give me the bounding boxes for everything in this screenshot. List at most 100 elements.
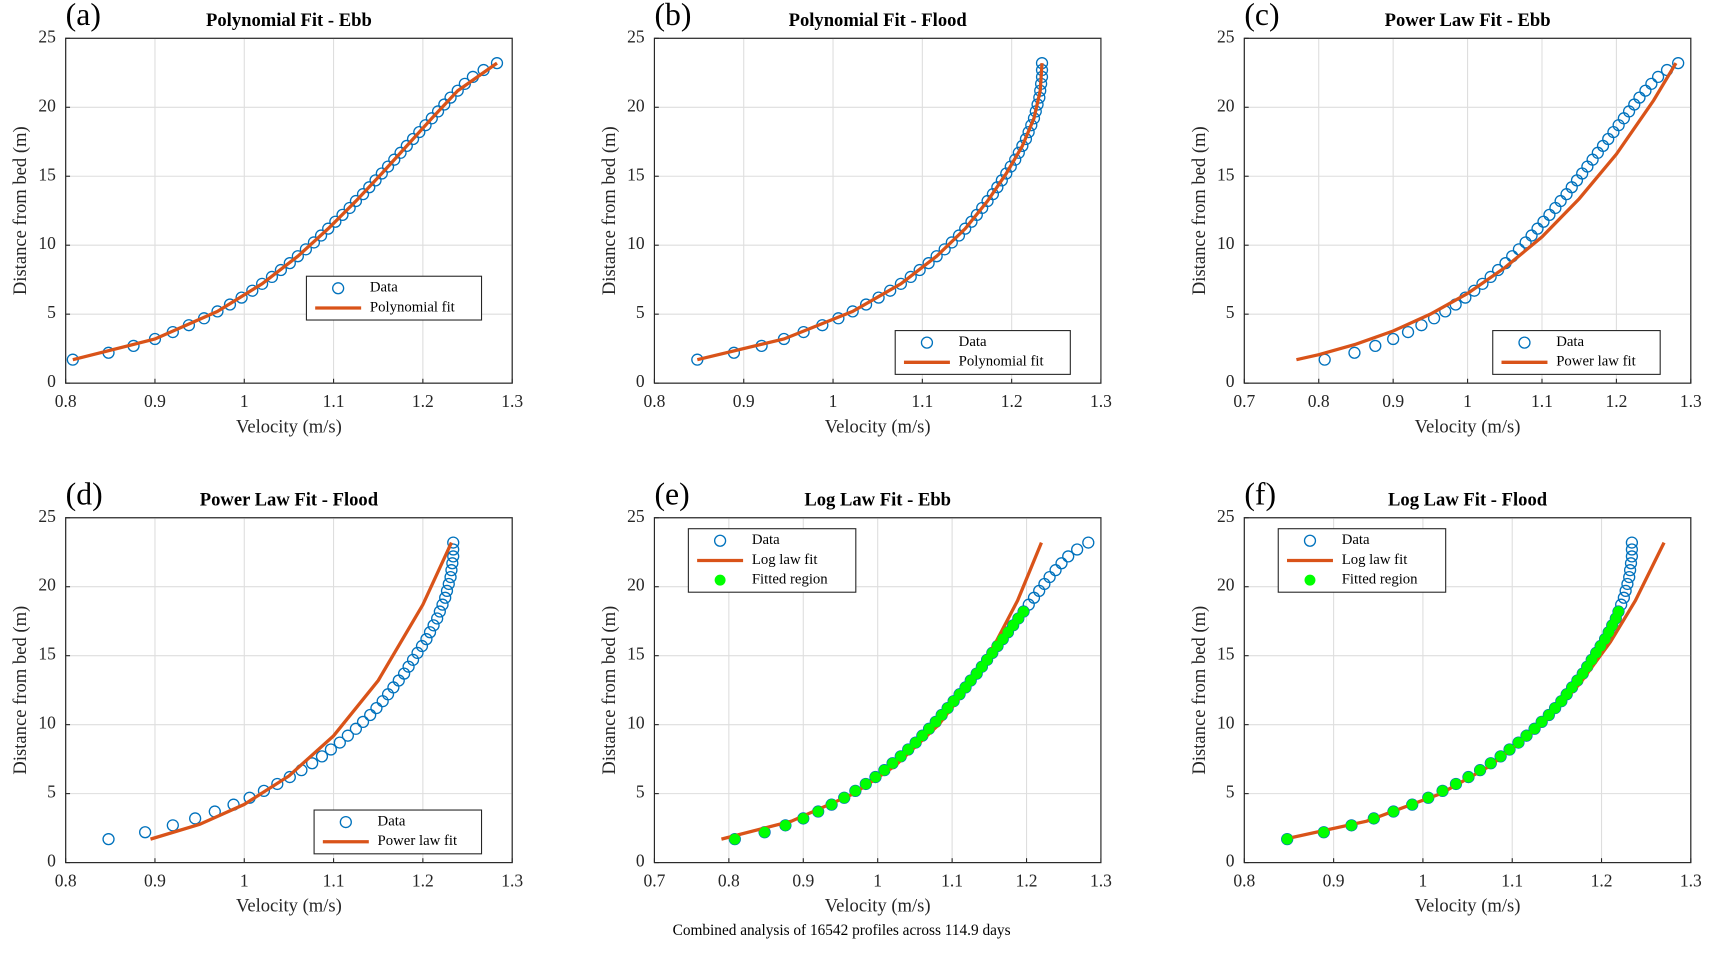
y-tick-label: 10 — [1217, 713, 1235, 733]
axes-box — [1243, 37, 1692, 384]
data-point — [904, 270, 917, 284]
data-point — [397, 667, 411, 680]
data-point — [423, 626, 437, 639]
x-tick-label: 0.8 — [644, 391, 666, 411]
legend-label: Power law fit — [378, 833, 458, 849]
x-axis-label: Velocity (m/s) — [1415, 896, 1521, 917]
chart-title: Polynomial Fit - Flood — [789, 10, 968, 31]
x-tick-label: 1.3 — [501, 391, 523, 411]
y-axis-label: Distance from bed (m) — [10, 606, 31, 775]
x-tick-label: 0.7 — [1233, 391, 1255, 411]
fitted-point — [1613, 606, 1624, 618]
data-point — [1651, 70, 1665, 84]
data-point — [356, 715, 370, 729]
y-axis-label: Distance from bed (m) — [10, 126, 31, 295]
data-point — [846, 305, 859, 318]
y-tick-label: 25 — [38, 506, 56, 526]
x-tick-label: 1.1 — [911, 391, 933, 411]
data-point — [991, 181, 1004, 194]
data-point — [322, 222, 335, 235]
fitted-point — [797, 812, 809, 824]
y-tick-label: 5 — [636, 302, 645, 322]
x-tick-label: 1.2 — [1605, 391, 1627, 411]
x-tick-label: 1 — [1463, 391, 1472, 411]
y-tick-label: 15 — [38, 164, 56, 184]
y-tick-label: 10 — [1217, 233, 1235, 253]
data-point — [1645, 77, 1658, 90]
legend-marker — [1304, 574, 1316, 586]
legend-marker — [920, 336, 934, 349]
x-tick-label: 1 — [240, 870, 249, 890]
x-tick-label: 1.2 — [412, 391, 434, 411]
legend-label: Data — [378, 813, 406, 829]
data-point — [307, 236, 321, 249]
fitted-point — [759, 826, 771, 838]
data-point — [438, 98, 451, 111]
data-point — [447, 536, 460, 549]
data-point — [329, 215, 342, 228]
y-tick-label: 15 — [627, 164, 645, 184]
chart-title: Polynomial Fit - Ebb — [206, 10, 372, 31]
data-point — [255, 277, 269, 290]
x-tick-label: 1 — [873, 870, 882, 890]
x-tick-label: 0.7 — [644, 870, 666, 890]
data-point — [894, 277, 908, 290]
data-point — [419, 119, 432, 132]
y-tick-label: 0 — [636, 371, 645, 391]
y-tick-label: 25 — [1217, 26, 1235, 46]
y-axis-label: Distance from bed (m) — [599, 126, 620, 295]
y-tick-label: 5 — [47, 302, 56, 322]
legend-label: Data — [370, 280, 398, 296]
data-point — [872, 291, 885, 304]
fitted-point — [1521, 730, 1532, 742]
y-tick-label: 0 — [1226, 851, 1235, 871]
chart-title: Power Law Fit - Ebb — [1385, 10, 1551, 31]
data-point — [246, 284, 259, 297]
y-tick-label: 5 — [636, 782, 645, 802]
fitted-point — [1529, 723, 1541, 735]
y-tick-label: 0 — [47, 371, 56, 391]
fit-line — [72, 61, 498, 362]
data-point — [1009, 153, 1022, 166]
data-point — [1625, 543, 1639, 556]
x-tick-label: 0.8 — [55, 870, 77, 890]
y-tick-label: 0 — [1226, 371, 1235, 391]
chart-title: Power Law Fit - Flood — [200, 490, 379, 511]
chart-title: Log Law Fit - Flood — [1388, 490, 1548, 511]
y-tick-label: 20 — [1217, 575, 1235, 595]
fitted-point — [1495, 750, 1507, 762]
data-point — [930, 250, 943, 263]
legend-label: Log law fit — [752, 552, 818, 568]
x-tick-label: 0.8 — [1308, 391, 1330, 411]
data-point — [447, 550, 460, 563]
fitted-point — [895, 750, 907, 762]
legend: Data Log law fit Fitted region — [687, 528, 857, 593]
data-point — [1625, 550, 1639, 563]
x-axis-label: Velocity (m/s) — [825, 416, 931, 437]
data-point — [315, 750, 329, 763]
y-tick-label: 15 — [1217, 164, 1235, 184]
data-point — [341, 729, 354, 742]
legend-marker — [339, 815, 352, 829]
data-point — [922, 256, 935, 270]
panel-label: (b) — [654, 0, 691, 32]
data-point — [439, 591, 452, 604]
data-point — [411, 646, 424, 660]
y-tick-label: 0 — [636, 851, 645, 871]
x-tick-label: 1.2 — [412, 870, 434, 890]
fitted-point — [729, 833, 741, 845]
fitted-point — [1281, 833, 1293, 845]
x-tick-label: 0.8 — [718, 870, 740, 890]
data-point — [381, 160, 395, 173]
data-point — [324, 743, 338, 756]
x-tick-label: 1.1 — [941, 870, 963, 890]
data-point — [427, 619, 440, 632]
data-point — [291, 250, 304, 263]
fitted-point — [1018, 606, 1030, 618]
x-tick-label: 0.8 — [55, 391, 77, 411]
legend-label: Log law fit — [1342, 552, 1408, 568]
data-point — [369, 174, 382, 187]
data-point — [402, 660, 415, 673]
